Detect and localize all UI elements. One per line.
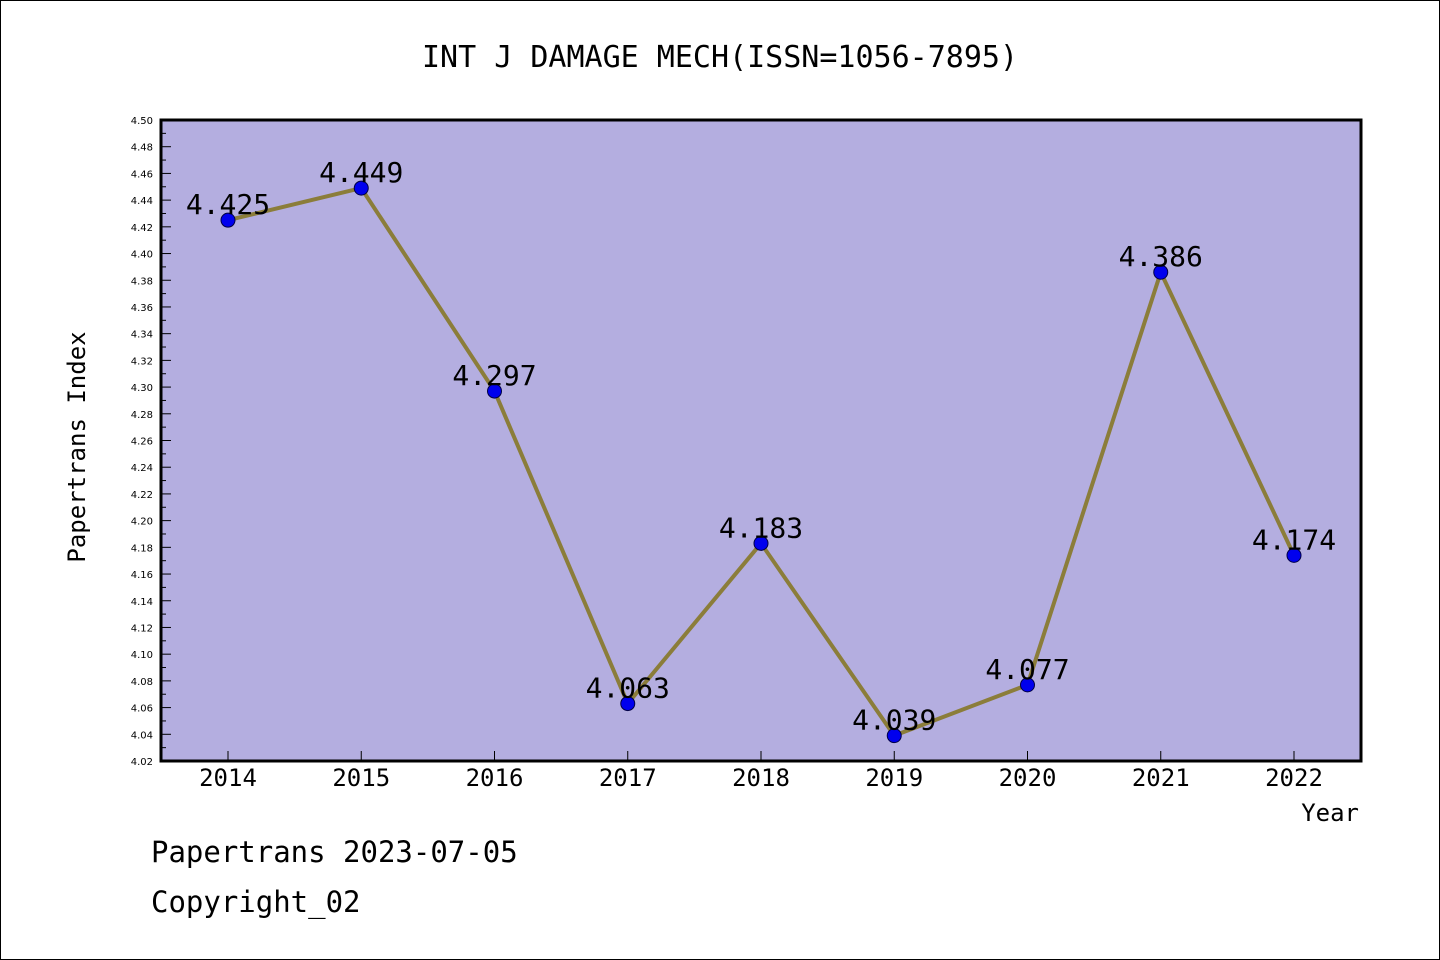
x-axis: 2014 2015 2016 2017 2018 2019 2020 2021 2022 (199, 751, 1323, 792)
y-tick-label: 4.26 (131, 437, 153, 448)
x-tick-label: 2020 (999, 764, 1057, 792)
data-point (753, 535, 769, 551)
y-tick-label: 4.44 (131, 196, 153, 207)
data-point (353, 180, 369, 196)
x-tick-label: 2022 (1265, 764, 1323, 792)
y-tick-label: 4.30 (131, 383, 153, 394)
y-tick-label: 4.32 (131, 356, 153, 367)
y-tick-label: 4.28 (131, 410, 153, 421)
x-tick-label: 2017 (599, 764, 657, 792)
y-tick-label: 4.02 (131, 757, 153, 768)
y-tick-label: 4.38 (131, 276, 153, 287)
y-tick-label: 4.22 (131, 490, 153, 501)
x-tick-label: 2021 (1132, 764, 1190, 792)
data-label: 4.174 (1252, 523, 1336, 556)
y-tick-label: 4.36 (131, 303, 153, 314)
x-tick-label: 2015 (332, 764, 390, 792)
data-point (487, 383, 502, 399)
y-tick-label: 4.14 (131, 597, 153, 608)
y-axis: 4.02 4.04 4.06 4.08 4.10 4.12 4.14 4.16 4.18 4.20… (131, 116, 171, 768)
y-tick-label: 4.20 (131, 517, 153, 528)
footer-date: Papertrans 2023-07-05 (151, 835, 518, 869)
data-label: 4.063 (586, 672, 670, 705)
y-tick-label: 4.50 (131, 116, 153, 127)
y-tick-label: 4.18 (131, 543, 153, 554)
data-label: 4.386 (1119, 240, 1203, 273)
data-label: 4.183 (719, 511, 803, 544)
footer-copyright: Copyright_02 (151, 885, 361, 919)
y-tick-label: 4.48 (131, 143, 153, 154)
x-tick-label: 2018 (732, 764, 790, 792)
y-tick-label: 4.24 (131, 463, 153, 474)
data-label: 4.039 (852, 704, 936, 737)
data-point (1153, 264, 1169, 280)
x-tick-label: 2019 (865, 764, 923, 792)
y-tick-label: 4.16 (131, 570, 153, 581)
x-axis-label: Year (1301, 799, 1359, 827)
data-point (886, 728, 902, 744)
data-point (1020, 677, 1035, 693)
y-tick-label: 4.10 (131, 650, 153, 661)
data-label: 4.425 (186, 188, 270, 221)
series: 4.425 4.449 4.297 4.063 4.183 4.039 4.077 4.386… (186, 156, 1336, 744)
data-point (620, 696, 636, 712)
y-tick-label: 4.08 (131, 677, 153, 688)
data-label: 4.449 (319, 156, 403, 189)
data-point (220, 212, 236, 228)
data-point (1286, 547, 1302, 563)
y-tick-label: 4.40 (131, 250, 153, 261)
y-tick-label: 4.46 (131, 169, 153, 180)
x-tick-label: 2016 (466, 764, 524, 792)
x-tick-label: 2014 (199, 764, 257, 792)
y-tick-label: 4.34 (131, 330, 153, 341)
data-label: 4.077 (985, 653, 1069, 686)
chart-title: INT J DAMAGE MECH(ISSN=1056-7895) (422, 40, 1018, 75)
y-axis-label: Papertrans Index (63, 331, 91, 562)
data-label: 4.297 (452, 359, 536, 392)
y-tick-label: 4.04 (131, 730, 153, 741)
y-tick-label: 4.42 (131, 223, 153, 234)
y-tick-label: 4.12 (131, 623, 153, 634)
y-tick-label: 4.06 (131, 704, 153, 715)
plot-area (159, 118, 1363, 763)
